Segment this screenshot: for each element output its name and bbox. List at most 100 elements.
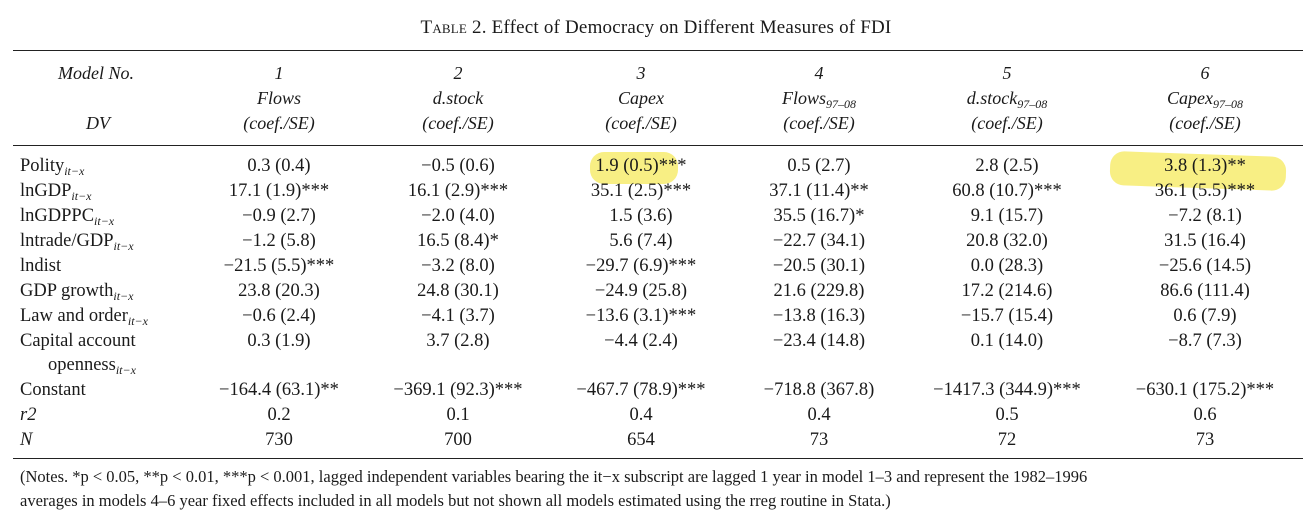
row-label-text: GDP growth [20,281,114,301]
column-number: 3 [636,63,646,83]
table-cell: 35.5 (16.7)* [773,206,865,226]
row-label-text: lndist [20,256,62,276]
row-label: lndist [20,256,61,277]
table-cell: 2.8 (2.5) [975,156,1039,176]
table-cell: 0.1 (14.0) [970,331,1044,351]
table-cell: −0.6 (2.4) [242,306,316,326]
row-label: lntrade/GDPit−x [20,231,134,252]
row-label: opennessit−x [48,355,136,376]
column-number: 2 [453,63,463,83]
table-number: Table 2. [420,17,487,38]
table-cell: 0.6 [1193,405,1217,425]
table-cell: 0.2 [267,405,291,425]
table-notes: (Notes. *p < 0.05, **p < 0.01, ***p < 0.… [20,465,1300,513]
table-cell: 1.5 (3.6) [609,206,673,226]
table-cell: 700 [444,430,472,450]
table-cell: 24.8 (30.1) [417,281,499,301]
table-cell: −4.1 (3.7) [421,306,495,326]
table-cell: 72 [997,430,1017,450]
row-label: GDP growthit−x [20,281,133,302]
column-dv-name: Capex [1167,88,1213,108]
table-cell: −0.5 (0.6) [421,156,495,176]
table-cell: 0.5 [995,405,1019,425]
column-se-label: (coef./SE) [971,113,1043,133]
column-dv-subscript: 97–08 [826,97,857,111]
table-cell: 0.3 (0.4) [247,156,311,176]
table-cell: 73 [809,430,829,450]
table-cell: 0.3 (1.9) [247,331,311,351]
table-cell: −25.6 (14.5) [1158,256,1252,276]
table-cell: −4.4 (2.4) [604,331,678,351]
row-label-subscript: it−x [115,363,136,377]
table-cell: −20.5 (30.1) [772,256,866,276]
column-dv: d.stock [433,88,483,109]
column-dv-subscript: 97–08 [1017,97,1048,111]
row-label: r2 [20,405,36,426]
row-label-text: r2 [20,405,37,425]
header-rule [13,145,1303,146]
row-label: Constant [20,380,86,401]
column-number: 5 [1002,63,1012,83]
column-dv-name: d.stock [432,88,484,108]
table-cell: 3.8 (1.3)** [1164,156,1246,176]
table-cell: −13.6 (3.1)*** [585,306,697,326]
row-label-subscript: it−x [113,239,134,253]
row-label: Polityit−x [20,156,84,177]
row-label-subscript: it−x [94,214,115,228]
table-cell: 16.1 (2.9)*** [407,181,509,201]
column-number: 1 [274,63,284,83]
column-dv-name: Capex [618,88,664,108]
row-label-subscript: it−x [113,289,134,303]
row-label-text: lnGDP [20,181,72,201]
column-dv-name: Flows [256,88,302,108]
table-cell: 5.6 (7.4) [609,231,673,251]
table-cell: 0.0 (28.3) [970,256,1044,276]
row-label: Capital account [20,331,136,352]
row-label: Law and orderit−x [20,306,148,327]
top-rule [13,50,1303,51]
table-cell: 3.7 (2.8) [426,331,490,351]
column-dv: Flows97–08 [781,88,857,111]
table-cell: −164.4 (63.1)** [219,380,339,400]
table-cell: −7.2 (8.1) [1168,206,1242,226]
row-label-subscript: it−x [71,189,92,203]
row-label-text: N [20,430,33,450]
row-label-text: openness [48,355,116,375]
table-cell: −13.8 (16.3) [772,306,866,326]
table-cell: 0.6 (7.9) [1173,306,1237,326]
table-cell: 0.1 [446,405,470,425]
bottom-rule [13,458,1303,459]
table-caption: Effect of Democracy on Different Measure… [491,17,892,38]
table-cell: −24.9 (25.8) [594,281,688,301]
table-cell: −3.2 (8.0) [421,256,495,276]
table-cell: −1.2 (5.8) [242,231,316,251]
table-cell: −630.1 (175.2)*** [1135,380,1275,400]
column-number: 6 [1200,63,1210,83]
column-dv-subscript: 97–08 [1212,97,1243,111]
column-se-label: (coef./SE) [422,113,494,133]
table-cell: −15.7 (15.4) [960,306,1054,326]
table-cell: 17.2 (214.6) [961,281,1053,301]
table-cell: −1417.3 (344.9)*** [933,380,1081,400]
row-label-text: lntrade/GDP [20,231,114,251]
column-dv-name: d.stock [966,88,1018,108]
column-dv-name: Flows [781,88,827,108]
table-cell: −23.4 (14.8) [772,331,866,351]
table-cell: −22.7 (34.1) [772,231,866,251]
table-cell: −718.8 (367.8) [763,380,875,400]
notes-line-1: (Notes. *p < 0.05, **p < 0.01, ***p < 0.… [20,467,1088,486]
table-cell: 35.1 (2.5)*** [590,181,692,201]
table-cell: −29.7 (6.9)*** [585,256,697,276]
row-label-text: Constant [20,380,86,400]
row-label-text: Capital account [20,331,136,351]
column-se-label: (coef./SE) [243,113,315,133]
row-label-text: Polity [20,156,65,176]
row-label: N [20,430,32,451]
table-cell: 37.1 (11.4)** [769,181,869,201]
column-dv: d.stock97–08 [966,88,1048,111]
table-cell: 654 [627,430,655,450]
row-label-text: lnGDPPC [20,206,95,226]
table-cell: 730 [265,430,293,450]
table-cell: 36.1 (5.5)*** [1154,181,1256,201]
